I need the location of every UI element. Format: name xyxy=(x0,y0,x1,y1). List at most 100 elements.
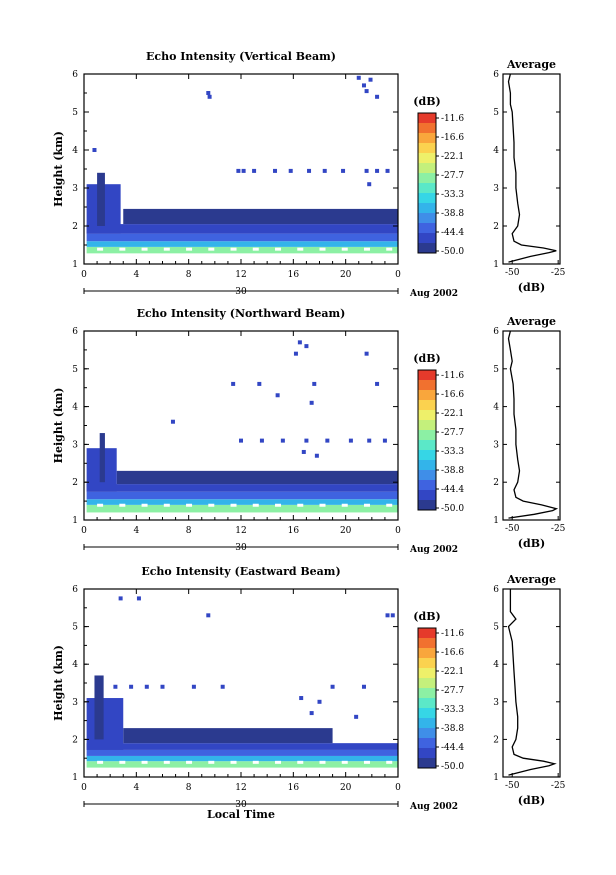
colorbar-label: -33.3 xyxy=(441,190,464,200)
colorbar-segment xyxy=(418,738,436,748)
colorbar-segment xyxy=(418,410,436,420)
average-x-label: -50 xyxy=(505,268,520,278)
echo-speckle xyxy=(301,449,306,454)
colorbar-segment xyxy=(418,440,436,450)
colorbar: (dB)-11.6 -16.6 -22.1 -27.7 -33.3 -38.8 -44.4 -… xyxy=(413,610,464,772)
y-tick-label: 4 xyxy=(72,146,78,156)
colorbar-segment xyxy=(418,460,436,470)
colorbar-segment xyxy=(418,748,436,758)
x-tick-label: 0 xyxy=(395,526,401,536)
echo-layer xyxy=(123,208,398,225)
echo-speckle xyxy=(314,453,319,458)
colorbar-segment xyxy=(418,638,436,648)
x-tick-label: 0 xyxy=(395,270,401,280)
colorbar-segment xyxy=(418,163,436,173)
echo-speckle xyxy=(241,168,246,173)
chart-title: Echo Intensity (Eastward Beam) xyxy=(141,565,340,578)
echo-gap xyxy=(319,760,326,764)
colorbar-segment xyxy=(418,628,436,638)
colorbar-label: -44.4 xyxy=(441,485,464,495)
colorbar-segment xyxy=(418,113,436,123)
x-tick-label: 20 xyxy=(340,270,352,280)
echo-speckle xyxy=(170,419,175,424)
colorbar-segment xyxy=(418,648,436,658)
y-tick-label: 3 xyxy=(72,440,78,450)
echo-gap xyxy=(119,247,126,251)
colorbar-segment xyxy=(418,203,436,213)
month-label: Aug 2002 xyxy=(409,289,458,299)
colorbar-segment xyxy=(418,678,436,688)
y-tick-label: 1 xyxy=(72,260,78,270)
average-y-label: 6 xyxy=(493,585,499,595)
echo-gap xyxy=(141,247,148,251)
average-y-label: 4 xyxy=(493,403,499,413)
echo-speckle xyxy=(361,684,366,689)
average-profile-plot: Average 1 2 3 4 5 6 -50 -25 (dB) xyxy=(493,58,565,294)
average-y-label: 5 xyxy=(493,623,499,633)
colorbar-segment xyxy=(418,658,436,668)
colorbar-frame xyxy=(417,627,437,769)
echo-speckle xyxy=(257,381,262,386)
colorbar-segment xyxy=(418,470,436,480)
y-tick-label: 2 xyxy=(72,735,78,745)
colorbar-label: -38.8 xyxy=(441,724,464,734)
average-y-label: 2 xyxy=(493,222,499,232)
echo-speckle xyxy=(309,711,314,716)
colorbar-segment xyxy=(418,490,436,500)
y-tick-label: 6 xyxy=(72,585,78,595)
echo-gap xyxy=(208,503,215,507)
colorbar-label: -16.6 xyxy=(441,648,464,658)
echo-gap xyxy=(252,760,259,764)
colorbar-segment xyxy=(418,213,436,223)
echo-gap xyxy=(119,503,126,507)
colorbar-segment xyxy=(418,143,436,153)
colorbar-segment xyxy=(418,728,436,738)
echo-gap xyxy=(297,760,304,764)
y-axis-label: Height (km) xyxy=(52,645,65,721)
echo-speckle xyxy=(236,168,241,173)
echo-speckle xyxy=(375,381,380,386)
average-x-label: -50 xyxy=(505,524,520,534)
echo-gap xyxy=(275,503,282,507)
echo-speckle xyxy=(330,684,335,689)
average-frame xyxy=(502,330,561,521)
colorbar-label: -33.3 xyxy=(441,447,464,457)
average-y-label: 1 xyxy=(493,773,499,783)
echo-gap xyxy=(297,247,304,251)
echo-speckle xyxy=(368,77,373,82)
y-tick-label: 1 xyxy=(72,773,78,783)
echo-gap xyxy=(386,760,393,764)
colorbar-segment xyxy=(418,133,436,143)
echo-gap xyxy=(275,247,282,251)
echo-layer xyxy=(86,761,398,768)
heatmap-area xyxy=(86,340,398,513)
echo-speckle xyxy=(220,684,225,689)
x-tick-label: 16 xyxy=(288,270,300,280)
x-tick-label: 0 xyxy=(81,270,87,280)
y-axis-label: Height (km) xyxy=(52,131,65,207)
colorbar-segment xyxy=(418,243,436,253)
average-y-label: 2 xyxy=(493,735,499,745)
echo-gap xyxy=(230,503,237,507)
colorbar-segment xyxy=(418,480,436,490)
y-tick-label: 6 xyxy=(72,70,78,80)
echo-layer xyxy=(99,433,105,483)
echo-speckle xyxy=(385,613,390,618)
echo-speckle xyxy=(206,613,211,618)
average-title: Average xyxy=(506,573,556,586)
echo-gap xyxy=(141,760,148,764)
x-tick-label: 12 xyxy=(235,270,246,280)
x-tick-label: 16 xyxy=(288,526,300,536)
colorbar-label: -22.1 xyxy=(441,409,464,419)
x-tick-label: 8 xyxy=(186,526,192,536)
echo-speckle xyxy=(385,168,390,173)
average-y-label: 2 xyxy=(493,478,499,488)
echo-speckle xyxy=(275,393,280,398)
echo-speckle xyxy=(144,684,149,689)
average-y-label: 6 xyxy=(493,327,499,337)
colorbar-frame xyxy=(417,112,437,254)
echo-speckle xyxy=(293,351,298,356)
